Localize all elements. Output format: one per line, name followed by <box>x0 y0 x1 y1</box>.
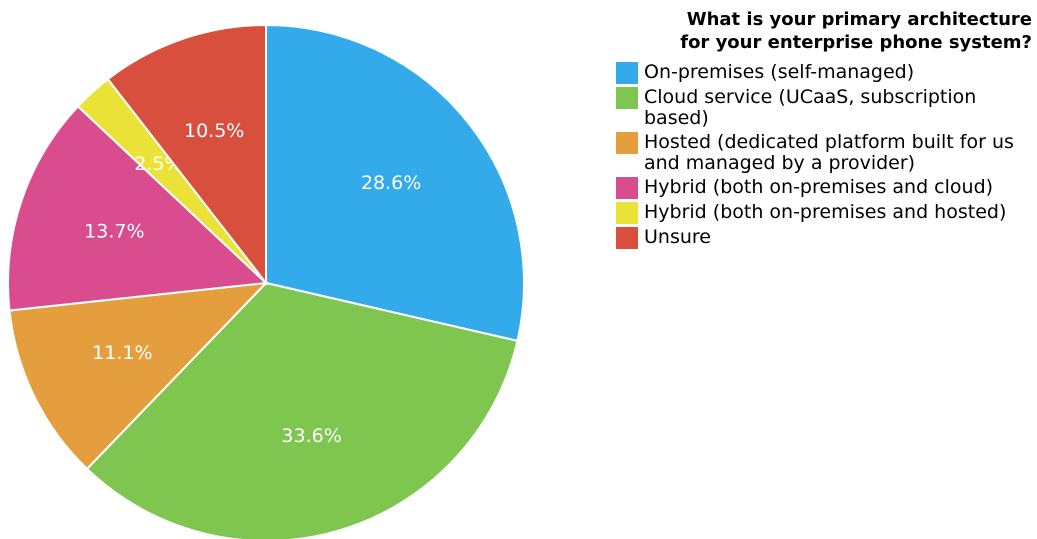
chart-title: What is your primary architecture for yo… <box>616 8 1034 54</box>
chart-title-line-1: What is your primary architecture <box>686 9 1032 30</box>
legend: What is your primary architecture for yo… <box>616 8 1034 252</box>
pie-slice-cloud-service <box>85 281 519 539</box>
legend-label-hybrid-hosted: Hybrid (both on-premises and hosted) <box>644 201 1007 223</box>
pie-slice-hosted <box>8 281 269 471</box>
chart-title-line-2: for your enterprise phone system? <box>680 32 1032 53</box>
legend-swatch-hosted <box>616 132 638 154</box>
legend-item-cloud-service: Cloud service (UCaaS, subscription based… <box>616 87 1034 129</box>
data-label-hosted: 11.1% <box>92 342 152 364</box>
data-label-unsure: 10.5% <box>184 120 244 142</box>
legend-swatch-unsure <box>616 227 638 249</box>
pie-slice-unsure <box>106 23 267 286</box>
legend-swatch-on-premises <box>616 62 638 84</box>
legend-item-on-premises: On-premises (self-managed) <box>616 62 1034 84</box>
legend-label-cloud-service: Cloud service (UCaaS, subscription based… <box>644 86 977 129</box>
legend-swatch-hybrid-hosted <box>616 202 638 224</box>
legend-label-hosted: Hosted (dedicated platform built for us … <box>644 131 1014 174</box>
legend-item-hybrid-cloud: Hybrid (both on-premises and cloud) <box>616 177 1034 199</box>
legend-label-unsure: Unsure <box>644 226 711 248</box>
legend-item-hosted: Hosted (dedicated platform built for us … <box>616 132 1034 174</box>
legend-label-on-premises: On-premises (self-managed) <box>644 61 915 83</box>
pie-slice-on-premises <box>265 23 525 343</box>
legend-swatch-hybrid-cloud <box>616 177 638 199</box>
legend-swatch-cloud-service <box>616 87 638 109</box>
data-label-cloud-service: 33.6% <box>281 425 341 447</box>
data-label-hybrid-cloud: 13.7% <box>84 221 144 243</box>
legend-item-hybrid-hosted: Hybrid (both on-premises and hosted) <box>616 202 1034 224</box>
legend-list: On-premises (self-managed) Cloud service… <box>616 62 1034 249</box>
legend-item-unsure: Unsure <box>616 227 1034 249</box>
pie-chart: 28.6%33.6%11.1%13.7%2.5%10.5% <box>7 23 525 539</box>
pie-slice-hybrid-cloud <box>7 104 269 312</box>
legend-label-hybrid-cloud: Hybrid (both on-premises and cloud) <box>644 176 994 198</box>
data-label-on-premises: 28.6% <box>361 172 421 194</box>
